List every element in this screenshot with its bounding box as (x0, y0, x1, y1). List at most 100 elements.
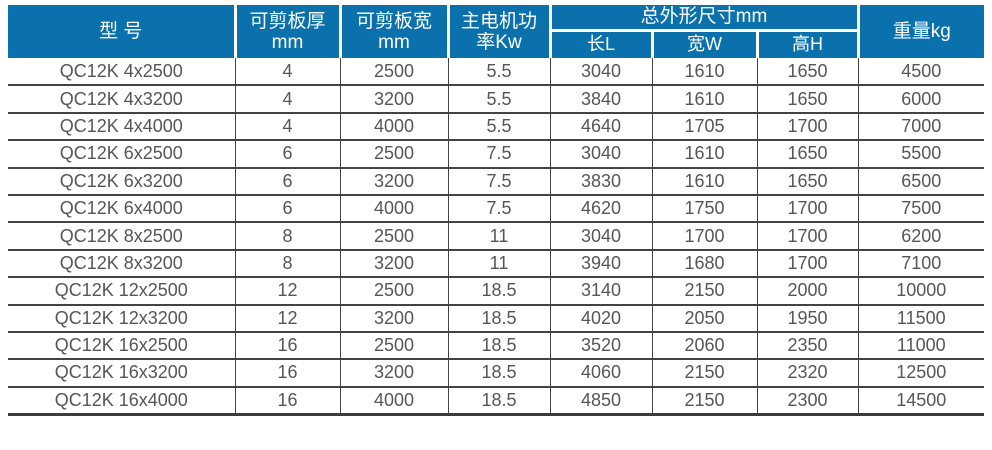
header-motor-power-line2: 率Kw (476, 31, 522, 53)
cell-model: QC12K 6x4000 (8, 194, 235, 224)
cell-height: 2000 (756, 277, 858, 306)
header-length: 长L (548, 30, 652, 58)
cell-model: QC12K 16x4000 (8, 386, 235, 416)
cell-thickness: 12 (234, 304, 340, 333)
cell-length: 4020 (549, 304, 652, 333)
cell-weight: 6500 (857, 167, 984, 196)
cell-width: 2050 (651, 304, 757, 333)
cell-length: 4640 (549, 112, 652, 142)
cell-weight: 4500 (857, 58, 984, 87)
cell-model: QC12K 6x3200 (8, 167, 235, 196)
header-shear-width-line1: 可剪板宽 (355, 10, 432, 32)
header-width: 宽W (650, 30, 757, 58)
cell-weight: 10000 (857, 277, 984, 306)
cell-thickness: 4 (234, 85, 340, 114)
header-height: 高H (755, 30, 858, 58)
cell-width: 2150 (651, 277, 757, 306)
table-row: QC12K 12x3200 12 3200 18.5 4020 2050 1950 11500 (8, 304, 984, 333)
cell-shear-width: 2500 (339, 222, 448, 251)
table-body: QC12K 4x2500 4 2500 5.5 3040 1610 1650 4500 QC12… (8, 58, 984, 416)
cell-weight: 11000 (857, 331, 984, 361)
cell-model: QC12K 12x3200 (8, 304, 235, 333)
cell-model: QC12K 16x2500 (8, 331, 235, 361)
cell-length: 3940 (549, 249, 652, 279)
table-row: QC12K 6x3200 6 3200 7.5 3830 1610 1650 6500 (8, 167, 984, 196)
cell-model: QC12K 4x4000 (8, 112, 235, 142)
shearing-machine-spec-table: 型 号 可剪板厚 mm 可剪板宽 mm 主电机功 率Kw 总外形尺寸mm (8, 5, 984, 416)
cell-thickness: 8 (234, 249, 340, 279)
cell-height: 1650 (756, 167, 858, 196)
table-row: QC12K 4x4000 4 4000 5.5 4640 1705 1700 7000 (8, 112, 984, 142)
cell-width: 2060 (651, 331, 757, 361)
cell-model: QC12K 12x2500 (8, 277, 235, 306)
cell-weight: 7500 (857, 194, 984, 224)
table-row: QC12K 4x2500 4 2500 5.5 3040 1610 1650 4500 (8, 58, 984, 87)
cell-height: 2300 (756, 386, 858, 416)
cell-weight: 6200 (857, 222, 984, 251)
cell-shear-width: 4000 (339, 194, 448, 224)
cell-thickness: 6 (234, 194, 340, 224)
cell-height: 1700 (756, 194, 858, 224)
table-row: QC12K 16x3200 16 3200 18.5 4060 2150 2320 12500 (8, 359, 984, 388)
cell-shear-width: 3200 (339, 359, 448, 388)
cell-thickness: 16 (234, 359, 340, 388)
cell-thickness: 12 (234, 277, 340, 306)
cell-shear-width: 4000 (339, 386, 448, 416)
cell-model: QC12K 4x2500 (8, 58, 235, 87)
header-weight-label: 重量kg (892, 21, 951, 42)
cell-width: 1705 (651, 112, 757, 142)
cell-weight: 12500 (857, 359, 984, 388)
cell-model: QC12K 6x2500 (8, 140, 235, 169)
cell-power: 18.5 (447, 359, 550, 388)
cell-length: 3040 (549, 222, 652, 251)
header-motor-power: 主电机功 率Kw (446, 5, 550, 58)
header-weight: 重量kg (856, 5, 984, 58)
cell-shear-width: 2500 (339, 140, 448, 169)
cell-shear-width: 2500 (339, 331, 448, 361)
cell-thickness: 4 (234, 112, 340, 142)
cell-length: 4620 (549, 194, 652, 224)
cell-height: 1700 (756, 249, 858, 279)
cell-width: 1610 (651, 167, 757, 196)
cell-height: 2320 (756, 359, 858, 388)
cell-model: QC12K 4x3200 (8, 85, 235, 114)
header-row-sub: 长L 宽W 高H (8, 30, 984, 58)
cell-shear-width: 3200 (339, 249, 448, 279)
header-overall-dimensions-label: 总外形尺寸mm (640, 6, 768, 28)
cell-length: 3830 (549, 167, 652, 196)
cell-power: 18.5 (447, 277, 550, 306)
cell-power: 5.5 (447, 112, 550, 142)
cell-weight: 7000 (857, 112, 984, 142)
table-row: QC12K 4x3200 4 3200 5.5 3840 1610 1650 6000 (8, 85, 984, 114)
cell-thickness: 4 (234, 58, 340, 87)
cell-shear-width: 3200 (339, 167, 448, 196)
cell-width: 1680 (651, 249, 757, 279)
cell-weight: 6000 (857, 85, 984, 114)
cell-height: 1650 (756, 85, 858, 114)
cell-power: 18.5 (447, 386, 550, 416)
cell-power: 7.5 (447, 167, 550, 196)
cell-thickness: 16 (234, 386, 340, 416)
header-model: 型 号 (8, 5, 235, 58)
cell-model: QC12K 8x2500 (8, 222, 235, 251)
cell-shear-width: 3200 (339, 85, 448, 114)
cell-length: 3140 (549, 277, 652, 306)
cell-shear-width: 2500 (339, 277, 448, 306)
cell-power: 11 (447, 249, 550, 279)
cell-height: 1700 (756, 112, 858, 142)
cell-length: 3040 (549, 140, 652, 169)
cell-width: 1750 (651, 194, 757, 224)
header-shear-width-line2: mm (378, 31, 410, 53)
cell-weight: 11500 (857, 304, 984, 333)
table-row: QC12K 8x2500 8 2500 11 3040 1700 1700 6200 (8, 222, 984, 251)
cell-weight: 7100 (857, 249, 984, 279)
cell-width: 1610 (651, 140, 757, 169)
table-row: QC12K 16x2500 16 2500 18.5 3520 2060 2350 11000 (8, 331, 984, 361)
header-model-label: 型 号 (99, 21, 143, 42)
cell-thickness: 8 (234, 222, 340, 251)
header-overall-dimensions: 总外形尺寸mm (548, 5, 858, 32)
cell-height: 1700 (756, 222, 858, 251)
cell-weight: 14500 (857, 386, 984, 416)
cell-power: 18.5 (447, 331, 550, 361)
